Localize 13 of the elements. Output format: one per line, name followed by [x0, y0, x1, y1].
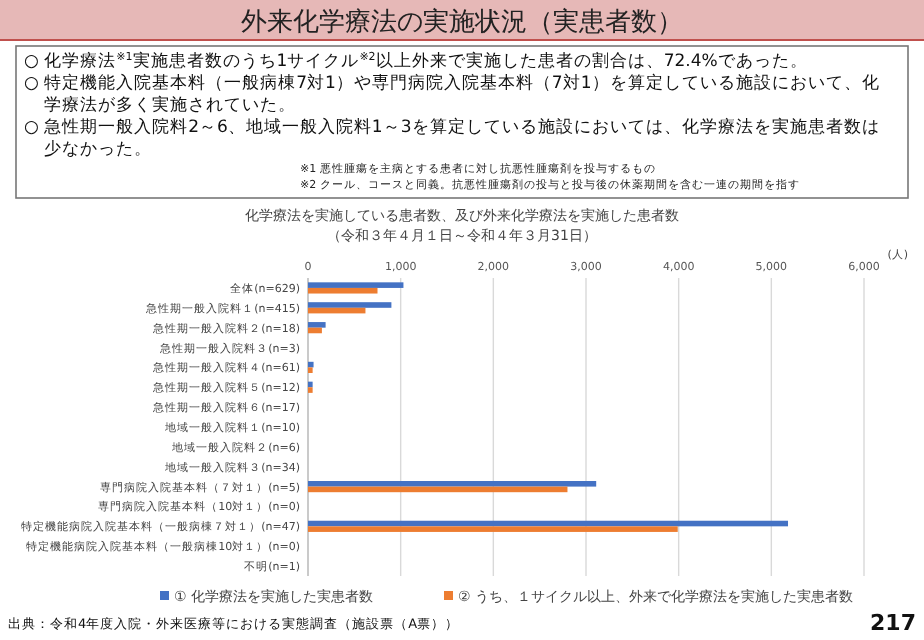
bar	[308, 282, 404, 288]
bar	[308, 287, 378, 294]
bar	[308, 481, 597, 487]
bar	[308, 361, 314, 368]
bar	[308, 302, 392, 308]
wrapped: ○ 急性期一般入院料2～6、地域一般入院料1～3を算定している施設においては、化学療法を実施患者数は少なかった。	[24, 118, 880, 160]
bar	[308, 322, 326, 328]
wrapped: ○ 特定機能入院基本料（一般病棟7対1）や専門病院入院基本料（7対1）を算定している施設において、化学療法が多く実施されていた。	[24, 74, 880, 116]
bar	[308, 327, 322, 334]
wrapped: ○ 化学療法$^{※1}$実施患者数のうち1サイクル$^{※2}$以上外来で実施した患者の割合は、72.4%であった。	[24, 52, 808, 72]
chart-title: 外来化学療法の実施状況（実患者数）	[241, 6, 683, 38]
text: 217	[870, 610, 916, 636]
bar	[308, 526, 678, 532]
